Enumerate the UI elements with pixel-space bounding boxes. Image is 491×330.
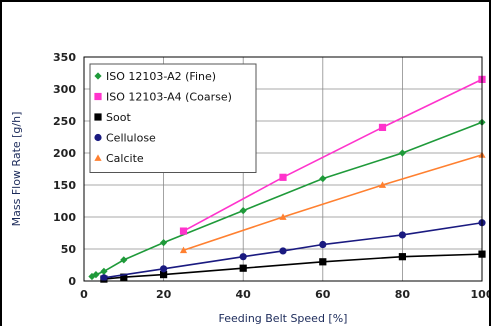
x-tick-label: 0 [80,288,88,301]
y-tick-label: 150 [53,179,76,192]
y-tick-label: 0 [68,275,76,288]
data-point [398,253,406,261]
series-line [183,154,483,252]
y-axis-label: Mass Flow Rate [g/h] [10,112,23,227]
data-point [398,149,406,157]
x-tick-label: 80 [395,288,411,301]
x-tick-label: 100 [471,288,489,301]
data-point [92,271,100,279]
data-point [239,253,247,261]
legend-label: ISO 12103-A2 (Fine) [106,70,216,83]
data-point [120,273,128,281]
legend-label: ISO 12103-A4 (Coarse) [106,91,232,104]
y-tick-label: 200 [53,147,76,160]
legend-marker [94,113,102,121]
x-tick-label: 20 [156,288,172,301]
y-tick-label: 100 [53,211,76,224]
legend-marker [94,154,102,161]
legend-box [89,63,257,173]
legend: ISO 12103-A2 (Fine) ISO 12103-A4 (Coarse)… [89,63,257,173]
y-tick-label: 350 [53,51,76,64]
y-tick-label: 300 [53,83,76,96]
legend-marker [94,72,102,80]
data-point [239,264,247,272]
data-point [100,274,108,282]
data-point [279,173,287,181]
data-point [160,265,168,273]
axes: 0 20 40 60 80 100 0 50 100 150 200 250 300 350 [53,51,491,301]
data-point [160,271,168,279]
data-point [319,240,327,249]
data-point [279,247,287,255]
data-point [239,207,247,215]
legend-label: Cellulose [106,132,156,145]
y-tick-label: 250 [53,115,76,128]
data-point [120,256,128,264]
data-point [160,239,168,247]
data-point [279,213,287,220]
series-line [183,78,483,232]
data-point [319,258,327,266]
data-point [179,227,188,235]
legend-label: Soot [106,111,131,124]
data-point [398,231,406,239]
legend-label: Calcite [106,152,144,165]
series-4 [100,219,486,282]
series-5 [179,151,486,254]
data-point [319,175,327,183]
plot-frame [83,56,483,282]
data-point [378,181,387,188]
legend-marker [94,133,102,142]
x-tick-label: 60 [315,288,331,301]
legend-marker [94,92,102,101]
x-tick-label: 40 [236,288,252,301]
line-chart: 0 20 40 60 80 100 0 50 100 150 200 250 300 350 Mass F… [10,51,491,325]
x-axis-label: Feeding Belt Speed [%] [219,312,348,325]
y-tick-label: 50 [61,243,77,256]
data-point [100,267,108,275]
data-point [378,123,387,131]
data-point [179,246,188,254]
